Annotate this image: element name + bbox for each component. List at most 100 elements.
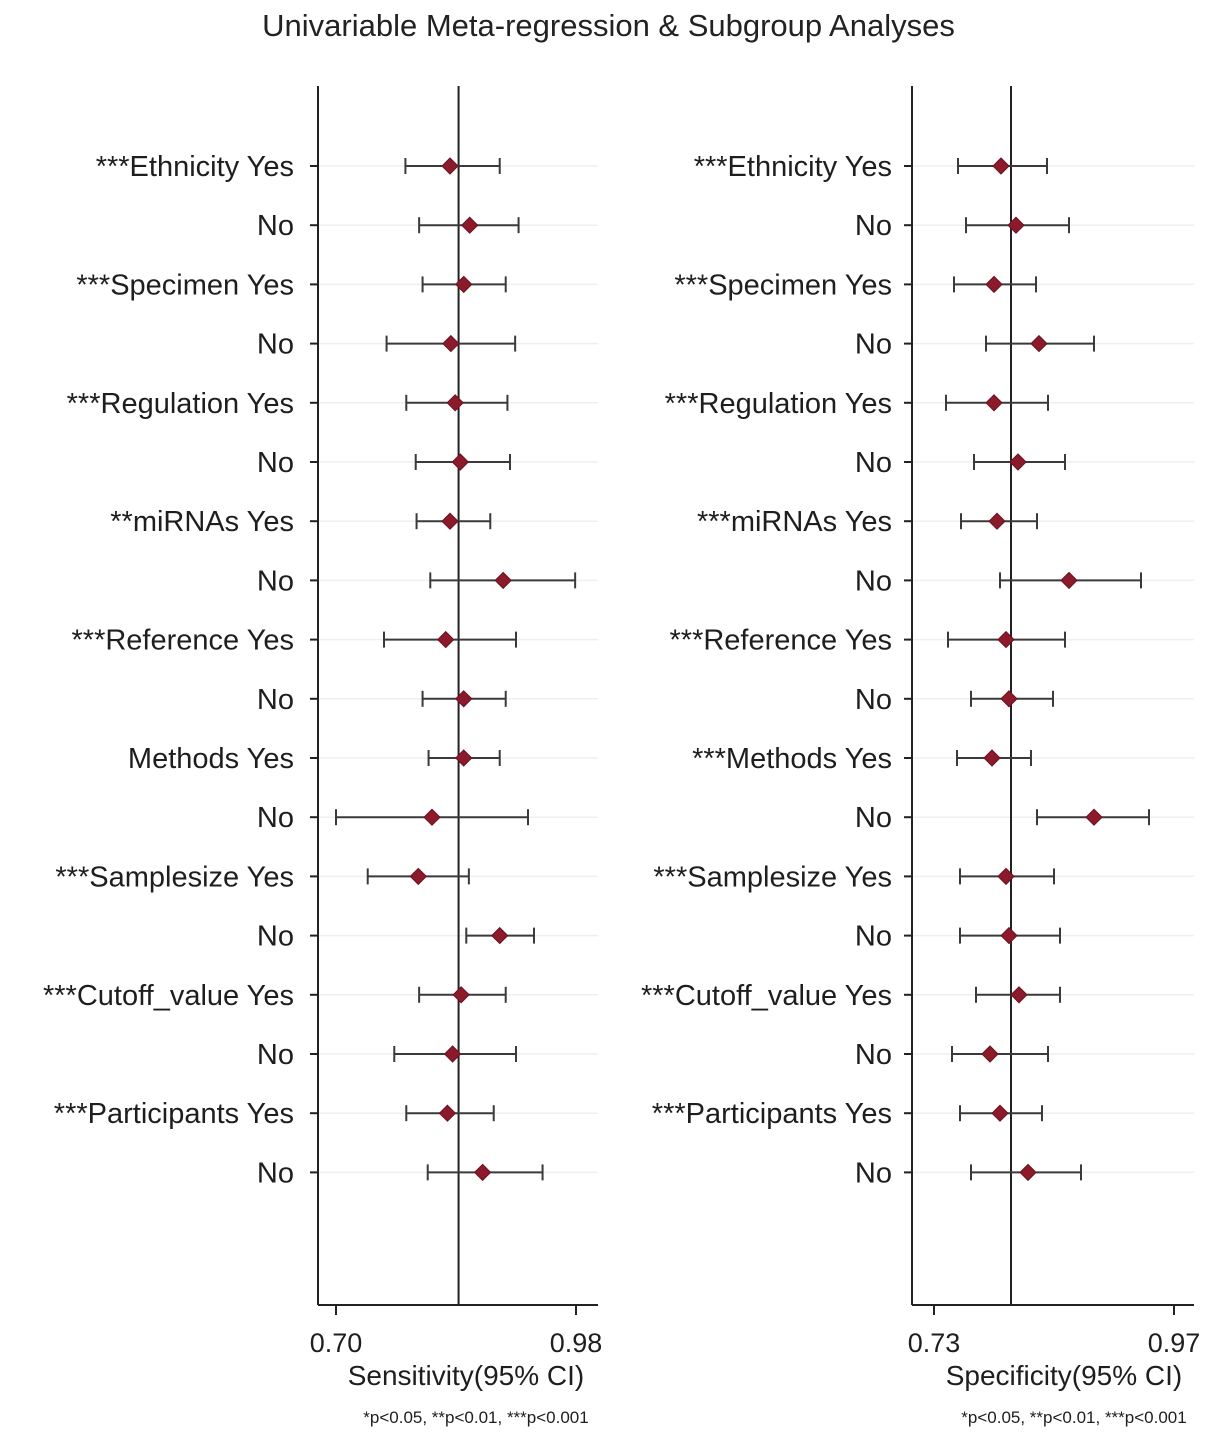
row-label: ***Samplesize Yes: [55, 861, 294, 893]
forest-row: No: [855, 565, 1142, 597]
forest-row: No: [257, 802, 529, 834]
specificity-panel: ***Ethnicity Yes No ***Specimen Yes No ***Re…: [641, 86, 1200, 1427]
row-label: No: [257, 802, 294, 834]
forest-row: No: [257, 447, 511, 479]
point-estimate: [1019, 1163, 1037, 1182]
point-estimate: [983, 749, 1001, 767]
row-label: ***Regulation Yes: [67, 388, 294, 420]
forest-row: ***Reference Yes: [670, 625, 1066, 657]
point-estimate: [438, 1104, 457, 1122]
x-tick-label: 0.73: [908, 1328, 961, 1358]
forest-row: ***Regulation Yes: [665, 388, 1049, 420]
forest-row: ***Cutoff_value Yes: [641, 980, 1061, 1012]
point-estimate: [473, 1163, 492, 1182]
row-label: No: [257, 565, 294, 597]
row-label: No: [257, 684, 294, 716]
row-label: No: [257, 329, 294, 361]
row-label: ***Samplesize Yes: [653, 861, 892, 893]
x-tick-label: 0.97: [1148, 1328, 1201, 1358]
row-label: ***Reference Yes: [72, 625, 295, 657]
point-estimate: [997, 630, 1015, 649]
row-label: No: [257, 1039, 294, 1071]
forest-row: No: [257, 1039, 517, 1071]
point-estimate: [985, 394, 1003, 412]
point-estimate: [446, 394, 464, 412]
forest-row: ***Ethnicity Yes: [96, 151, 501, 183]
row-label: No: [257, 210, 294, 242]
forest-row: **miRNAs Yes: [110, 506, 492, 538]
forest-row: No: [257, 921, 535, 953]
point-estimate: [452, 986, 470, 1004]
point-estimate: [981, 1045, 999, 1063]
point-estimate: [442, 334, 460, 353]
point-estimate: [491, 926, 509, 945]
row-label: No: [855, 447, 892, 479]
row-label: ***Cutoff_value Yes: [641, 980, 892, 1012]
row-label: No: [855, 1039, 892, 1071]
point-estimate: [985, 275, 1003, 294]
forest-row: No: [855, 447, 1066, 479]
row-label: No: [855, 921, 892, 953]
x-axis-title: Specificity(95% CI): [946, 1360, 1183, 1391]
row-label: No: [257, 1157, 294, 1189]
point-estimate: [1030, 334, 1048, 353]
forest-row: No: [257, 684, 507, 716]
forest-row: No: [855, 1157, 1082, 1189]
point-estimate: [991, 1104, 1009, 1122]
row-label: No: [855, 1157, 892, 1189]
row-label: ***Ethnicity Yes: [694, 151, 892, 183]
row-label: ***Cutoff_value Yes: [43, 980, 294, 1012]
forest-row: ***Specimen Yes: [674, 269, 1037, 301]
row-label: ***Methods Yes: [692, 743, 892, 775]
point-estimate: [437, 630, 455, 649]
forest-row: No: [257, 210, 520, 242]
row-label: ***Regulation Yes: [665, 388, 892, 420]
forest-row: No: [257, 565, 577, 597]
point-estimate: [441, 512, 459, 530]
forest-row: ***Reference Yes: [72, 625, 517, 657]
forest-row: ***Specimen Yes: [76, 269, 507, 301]
point-estimate: [1000, 690, 1018, 708]
forest-row: No: [855, 329, 1095, 361]
significance-footnote: *p<0.05, **p<0.01, ***p<0.001: [363, 1408, 588, 1427]
row-label: ***miRNAs Yes: [697, 506, 892, 538]
point-estimate: [461, 216, 479, 234]
forest-row: No: [855, 1039, 1049, 1071]
row-label: ***Participants Yes: [54, 1098, 294, 1130]
point-estimate: [455, 749, 473, 767]
x-axis-title: Sensitivity(95% CI): [348, 1360, 585, 1391]
row-label: No: [855, 210, 892, 242]
forest-row: ***Ethnicity Yes: [694, 151, 1048, 183]
forest-row: ***Methods Yes: [692, 743, 1032, 775]
row-label: No: [855, 565, 892, 597]
row-label: ***Participants Yes: [652, 1098, 892, 1130]
forest-row: ***Participants Yes: [652, 1098, 1043, 1130]
row-label: ***Specimen Yes: [76, 269, 294, 301]
point-estimate: [409, 867, 427, 886]
row-label: No: [855, 329, 892, 361]
row-label: No: [257, 921, 294, 953]
x-tick-label: 0.98: [550, 1328, 603, 1358]
forest-row: ***Participants Yes: [54, 1098, 495, 1130]
point-estimate: [443, 1045, 462, 1063]
point-estimate: [455, 275, 473, 294]
point-estimate: [451, 453, 469, 471]
point-estimate: [1010, 986, 1028, 1004]
point-estimate: [1085, 808, 1103, 826]
x-tick-label: 0.70: [310, 1328, 363, 1358]
forest-row: ***Samplesize Yes: [55, 861, 470, 893]
point-estimate: [455, 690, 473, 708]
point-estimate: [1000, 926, 1018, 945]
point-estimate: [997, 867, 1015, 886]
figure-title: Univariable Meta-regression & Subgroup A…: [262, 8, 955, 43]
forest-row: ***miRNAs Yes: [697, 506, 1038, 538]
point-estimate: [988, 512, 1006, 530]
row-label: ***Reference Yes: [670, 625, 893, 657]
forest-row: Methods Yes: [128, 743, 501, 775]
point-estimate: [1007, 216, 1025, 234]
forest-row: No: [855, 210, 1070, 242]
row-label: No: [855, 684, 892, 716]
point-estimate: [1060, 571, 1078, 590]
forest-row: No: [257, 1157, 544, 1189]
